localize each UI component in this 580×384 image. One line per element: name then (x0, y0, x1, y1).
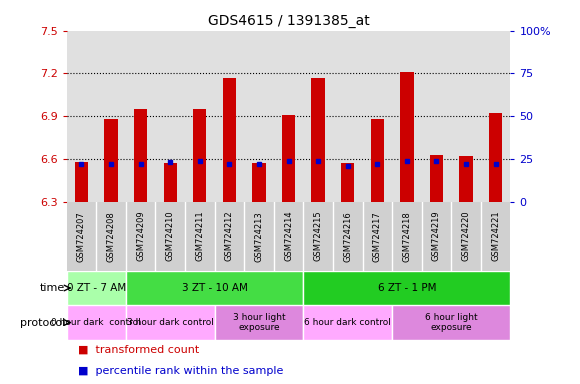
Text: GSM724221: GSM724221 (491, 211, 500, 262)
Text: time: time (40, 283, 65, 293)
Bar (371, 119, 384, 202)
Text: 6 hour light
exposure: 6 hour light exposure (425, 313, 477, 332)
Text: GSM724218: GSM724218 (403, 211, 411, 262)
Bar (489, 113, 502, 202)
Bar (126, 305, 215, 340)
Bar (75, 162, 88, 202)
Bar (392, 305, 510, 340)
Bar (400, 72, 414, 202)
Bar (67, 305, 126, 340)
Bar (341, 163, 354, 202)
Bar (223, 78, 236, 202)
Text: GSM724209: GSM724209 (136, 211, 145, 262)
Bar (459, 156, 473, 202)
Bar (282, 115, 295, 202)
Text: 0 ZT - 7 AM: 0 ZT - 7 AM (67, 283, 126, 293)
Text: GSM724215: GSM724215 (314, 211, 322, 262)
Text: protocol: protocol (20, 318, 65, 328)
Text: GSM724207: GSM724207 (77, 211, 86, 262)
Bar (303, 305, 392, 340)
Bar (311, 78, 325, 202)
Text: GSM724217: GSM724217 (373, 211, 382, 262)
Text: GSM724210: GSM724210 (166, 211, 175, 262)
Text: 3 hour light
exposure: 3 hour light exposure (233, 313, 285, 332)
Text: GSM724214: GSM724214 (284, 211, 293, 262)
Bar (303, 271, 510, 305)
Bar (104, 119, 118, 202)
Bar (193, 109, 206, 202)
Text: GSM724220: GSM724220 (462, 211, 470, 262)
Text: GSM724213: GSM724213 (255, 211, 263, 262)
Text: GSM724211: GSM724211 (195, 211, 204, 262)
Bar (164, 163, 177, 202)
Text: 6 ZT - 1 PM: 6 ZT - 1 PM (378, 283, 436, 293)
Bar (430, 155, 443, 202)
Text: ■  percentile rank within the sample: ■ percentile rank within the sample (78, 366, 284, 376)
Bar (252, 163, 266, 202)
Text: 0 hour dark  control: 0 hour dark control (52, 318, 141, 327)
Text: GSM724216: GSM724216 (343, 211, 352, 262)
Text: 3 ZT - 10 AM: 3 ZT - 10 AM (182, 283, 248, 293)
Title: GDS4615 / 1391385_at: GDS4615 / 1391385_at (208, 14, 369, 28)
Text: ■  transformed count: ■ transformed count (78, 344, 200, 354)
Bar (126, 271, 303, 305)
Bar (134, 109, 147, 202)
Bar (67, 271, 126, 305)
Text: GSM724219: GSM724219 (432, 211, 441, 262)
Text: 6 hour dark control: 6 hour dark control (304, 318, 391, 327)
Text: GSM724208: GSM724208 (107, 211, 115, 262)
Bar (215, 305, 303, 340)
Text: 3 hour dark control: 3 hour dark control (127, 318, 213, 327)
Text: GSM724212: GSM724212 (225, 211, 234, 262)
